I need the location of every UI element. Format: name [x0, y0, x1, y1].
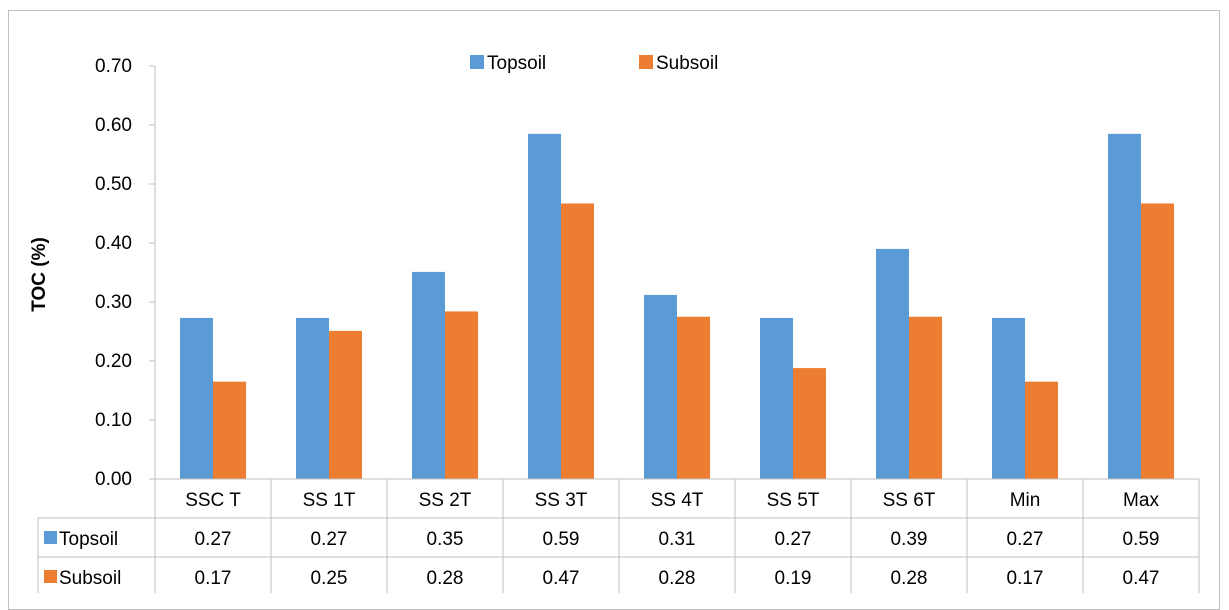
- toc-bar-chart: 0.00 0.10 0.20 0.30 0.40 0.50 0.60 0.70 TOC (%) S…: [29, 53, 1200, 593]
- category-label: SS 5T: [767, 490, 820, 511]
- table-key-topsoil: [44, 531, 57, 544]
- data-value-label: 0.17: [195, 568, 232, 589]
- bar-topsoil: [992, 317, 1025, 479]
- table-series-label: Subsoil: [59, 568, 121, 589]
- y-tick-label: 0.60: [95, 115, 132, 136]
- category-label: SS 4T: [651, 490, 704, 511]
- data-value-label: 0.59: [543, 529, 580, 550]
- y-tick-label: 0.40: [95, 233, 132, 254]
- data-value-label: 0.17: [1007, 568, 1044, 589]
- y-tick-label: 0.10: [95, 410, 132, 431]
- bar-subsoil: [213, 381, 246, 479]
- category-label: SS 6T: [883, 490, 936, 511]
- legend-swatch-subsoil: [639, 55, 653, 69]
- bar-subsoil: [1025, 381, 1058, 479]
- data-value-label: 0.28: [891, 568, 928, 589]
- bar-subsoil: [329, 330, 362, 479]
- y-tick-label: 0.00: [95, 469, 132, 490]
- bar-topsoil: [876, 248, 909, 479]
- y-tick-label: 0.20: [95, 351, 132, 372]
- category-label: SS 3T: [535, 490, 588, 511]
- data-value-label: 0.27: [195, 529, 232, 550]
- legend-swatch-topsoil: [470, 55, 484, 69]
- category-label: Max: [1123, 490, 1159, 511]
- category-label: SS 2T: [419, 490, 472, 511]
- data-value-label: 0.27: [1007, 529, 1044, 550]
- data-value-label: 0.35: [427, 529, 464, 550]
- table-series-label: Topsoil: [59, 529, 118, 550]
- bar-subsoil: [561, 203, 594, 479]
- bar-topsoil: [528, 133, 561, 479]
- data-value-label: 0.28: [427, 568, 464, 589]
- bar-subsoil: [1141, 203, 1174, 479]
- data-value-label: 0.27: [311, 529, 348, 550]
- data-value-label: 0.19: [775, 568, 812, 589]
- bar-topsoil: [1108, 133, 1141, 479]
- bar-subsoil: [909, 316, 942, 479]
- y-tick-label: 0.70: [95, 56, 132, 77]
- data-value-label: 0.25: [311, 568, 348, 589]
- bar-subsoil: [445, 311, 478, 479]
- bar-subsoil: [677, 316, 710, 479]
- bar-topsoil: [412, 271, 445, 479]
- data-value-label: 0.28: [659, 568, 696, 589]
- bar-topsoil: [760, 317, 793, 479]
- data-value-label: 0.47: [1123, 568, 1160, 589]
- bar-subsoil: [793, 368, 826, 479]
- y-tick-label: 0.30: [95, 292, 132, 313]
- table-key-subsoil: [44, 570, 57, 583]
- data-value-label: 0.31: [659, 529, 696, 550]
- bar-topsoil: [644, 294, 677, 479]
- y-tick-label: 0.50: [95, 174, 132, 195]
- legend-label-topsoil: Topsoil: [487, 53, 546, 74]
- data-value-label: 0.59: [1123, 529, 1160, 550]
- category-label: Min: [1010, 490, 1041, 511]
- data-value-label: 0.27: [775, 529, 812, 550]
- y-axis-title: TOC (%): [29, 237, 50, 312]
- data-value-label: 0.39: [891, 529, 928, 550]
- data-value-label: 0.47: [543, 568, 580, 589]
- bar-topsoil: [180, 317, 213, 479]
- legend-label-subsoil: Subsoil: [656, 53, 718, 74]
- category-label: SS 1T: [303, 490, 356, 511]
- category-label: SSC T: [185, 490, 241, 511]
- bar-topsoil: [296, 317, 329, 479]
